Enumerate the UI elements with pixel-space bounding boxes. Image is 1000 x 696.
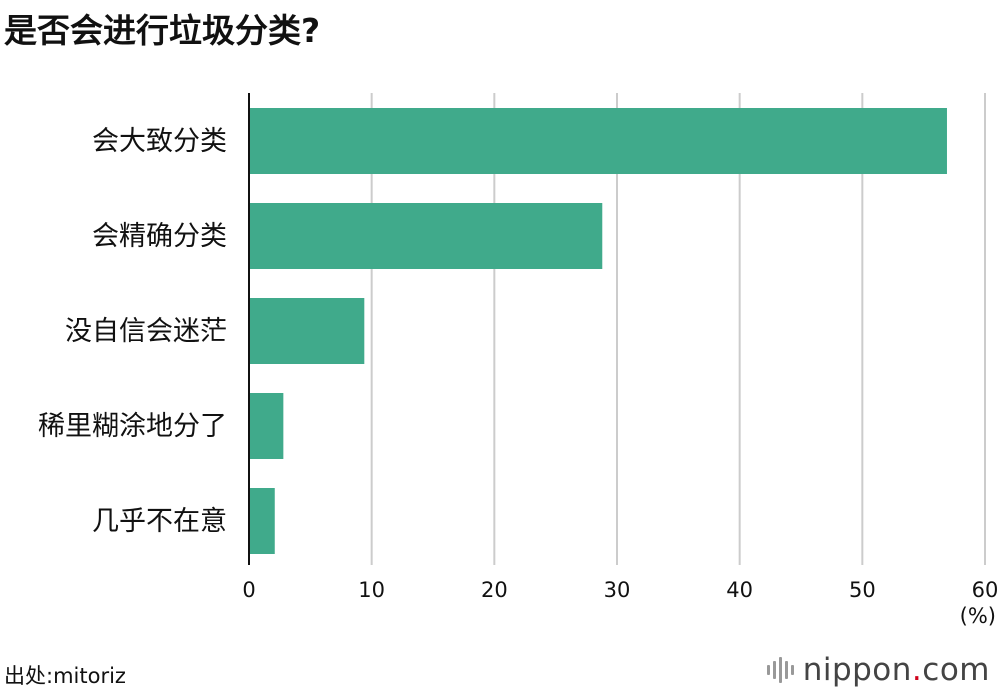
x-tick-label: 50: [849, 578, 876, 602]
category-label: 没自信会迷茫: [65, 316, 227, 347]
bars: [249, 108, 947, 554]
x-tick-label: 40: [726, 578, 753, 602]
chart-title: 是否会进行垃圾分类?: [4, 11, 321, 50]
bar: [249, 298, 365, 364]
nippon-logo: nippon.com: [766, 652, 990, 688]
bar: [249, 203, 603, 269]
logo-suffix: com: [922, 652, 990, 688]
source-note: 出处:mitoriz: [4, 664, 126, 688]
category-label: 几乎不在意: [92, 506, 227, 537]
bar: [249, 393, 284, 459]
category-label: 会精确分类: [92, 221, 227, 252]
logo-name: nippon: [802, 652, 912, 688]
sound-bar: [784, 661, 788, 679]
x-unit-label: (%): [960, 604, 996, 628]
bar: [249, 108, 947, 174]
sound-bar: [790, 665, 794, 675]
x-tick-label: 10: [358, 578, 385, 602]
sound-bar: [778, 657, 782, 683]
bar: [249, 488, 275, 554]
sound-bar: [772, 661, 776, 679]
x-tick-label: 30: [604, 578, 631, 602]
logo-wordmark: nippon.com: [803, 652, 990, 688]
x-tick-label: 20: [481, 578, 508, 602]
x-tick-labels: 0 10 20 30 40 50 60: [242, 578, 998, 602]
x-tick-label: 60: [972, 578, 999, 602]
x-tick-label: 0: [242, 578, 255, 602]
category-label: 会大致分类: [92, 126, 227, 157]
category-label: 稀里糊涂地分了: [38, 411, 227, 442]
sound-bar: [766, 665, 770, 675]
sound-bars-icon: [766, 657, 794, 683]
logo-dot: .: [911, 652, 923, 688]
